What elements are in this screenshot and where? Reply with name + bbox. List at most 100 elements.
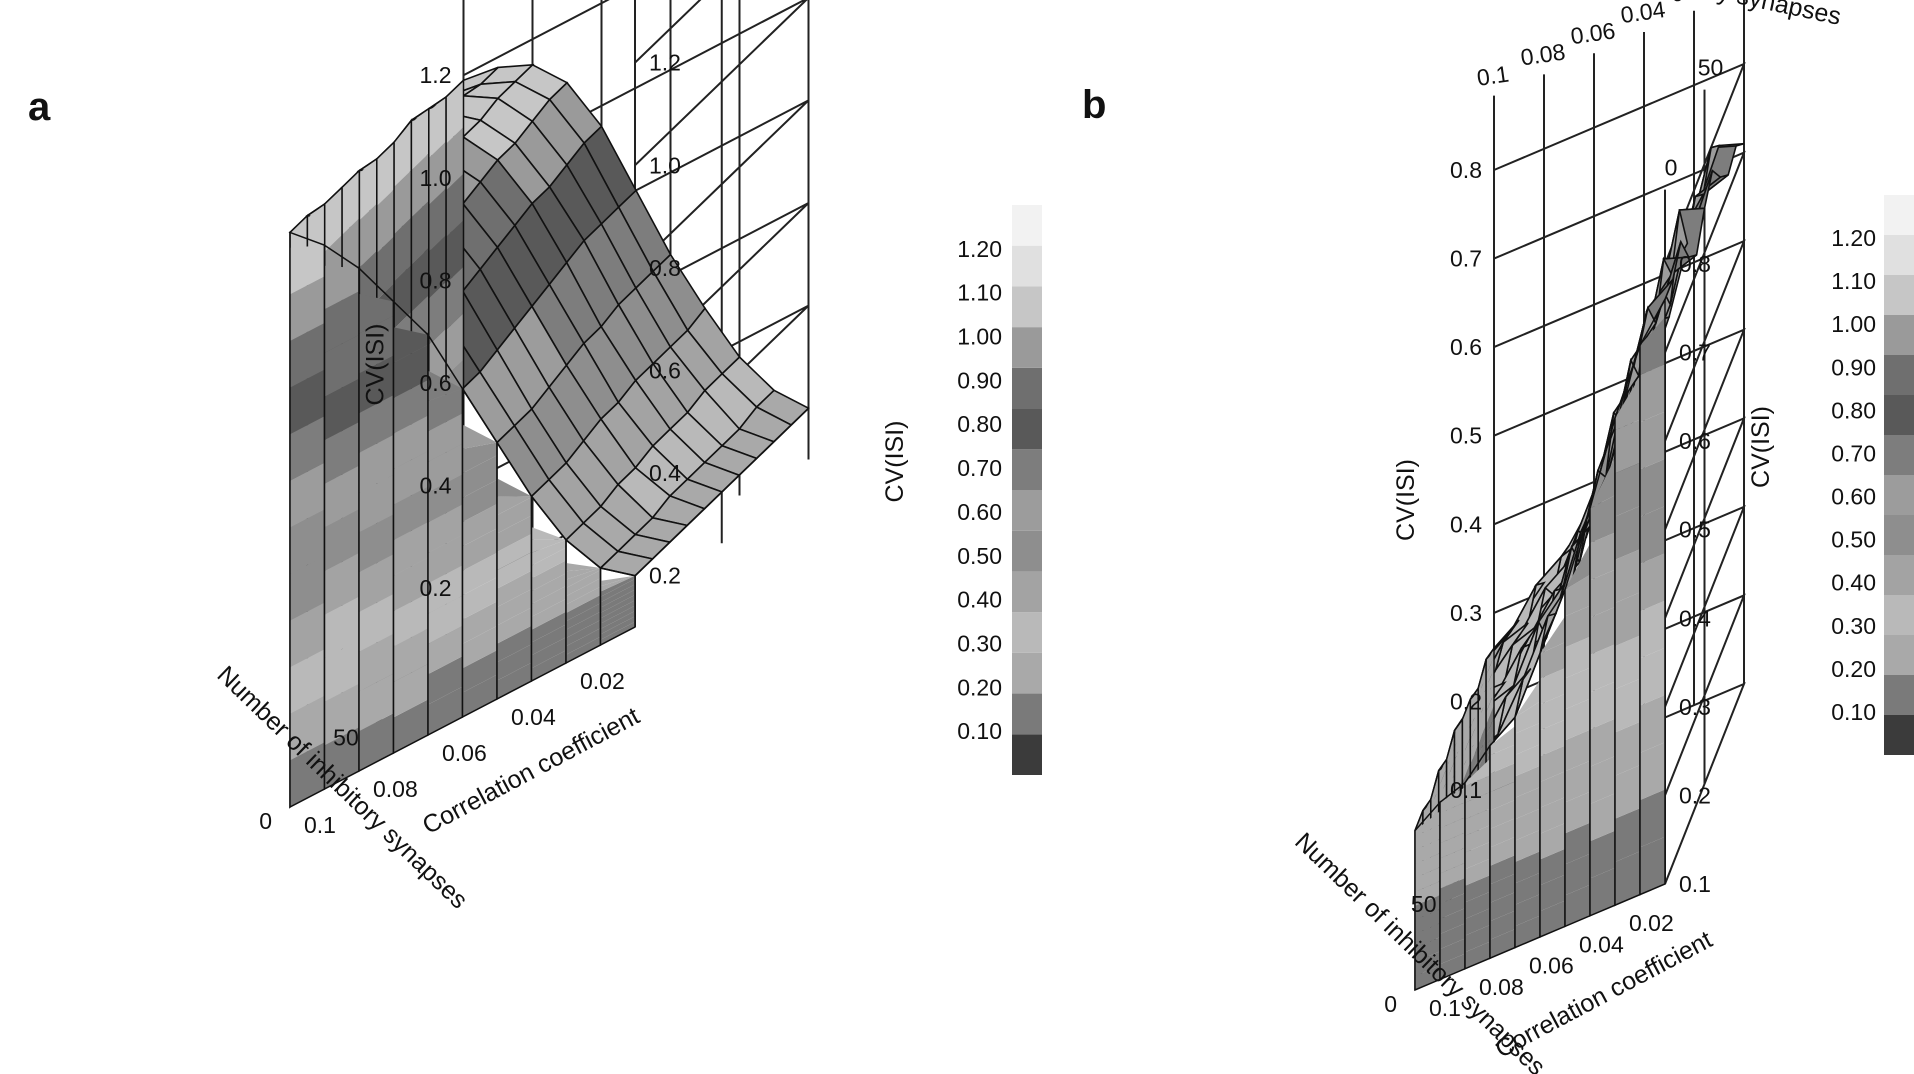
z-tick-label: 0.2	[420, 575, 452, 601]
face-band	[1640, 364, 1665, 423]
face-band	[324, 465, 359, 528]
face-band	[1440, 862, 1465, 889]
face-band	[393, 699, 428, 753]
face-band	[531, 624, 566, 656]
face-band	[1415, 937, 1440, 962]
face-band	[531, 650, 566, 681]
face-band	[393, 593, 428, 647]
face-band	[324, 553, 359, 615]
colorbar-band	[1884, 675, 1914, 715]
face-band	[1422, 799, 1431, 828]
face-band	[1440, 787, 1465, 813]
face-band	[446, 220, 464, 284]
face-band	[428, 188, 447, 252]
colorbar-band	[1884, 715, 1914, 755]
face-band	[1565, 884, 1590, 927]
face-band	[1565, 667, 1590, 710]
colorbar: 1.20 1.10 1.00 0.90 0.80 0.70 0.60 0.50 0.40 0.30…	[881, 205, 1042, 775]
face-band	[1465, 775, 1490, 803]
face-band	[1590, 718, 1615, 767]
face-band	[1478, 712, 1487, 745]
z-tick-label-right: 1.0	[649, 152, 681, 178]
face-band	[428, 534, 463, 584]
y-tick-label: 0.1	[1429, 995, 1461, 1021]
face-band	[446, 266, 464, 330]
colorbar-tick-label: 1.20	[1831, 225, 1876, 251]
face-band	[531, 539, 566, 553]
face-band	[1440, 832, 1465, 859]
colorbar-tick-label: 0.50	[1831, 527, 1876, 553]
face-band	[462, 479, 497, 522]
face-band	[1446, 747, 1455, 781]
face-band	[1640, 647, 1665, 706]
face-band	[394, 122, 412, 187]
face-band	[1438, 759, 1447, 788]
face-band	[411, 200, 429, 265]
face-band	[462, 442, 497, 474]
face-band	[359, 474, 394, 533]
face-band	[393, 344, 428, 399]
face-band	[324, 334, 359, 397]
face-band	[1415, 881, 1440, 906]
face-band	[531, 539, 566, 566]
face-band	[1415, 923, 1440, 948]
colorbar-tick-label: 0.40	[1831, 570, 1876, 596]
colorbar-band	[1012, 286, 1042, 328]
face-band	[428, 141, 447, 205]
face-band	[462, 577, 497, 620]
face-band	[1515, 765, 1540, 798]
face-band	[1446, 735, 1455, 768]
face-band	[462, 674, 497, 717]
face-band	[1490, 855, 1515, 885]
colorbar-tick-label: 0.30	[957, 630, 1002, 656]
face-band	[1615, 851, 1640, 906]
face-band	[324, 378, 359, 441]
face-band	[1640, 836, 1665, 895]
colorbar-tick-label: 0.60	[957, 499, 1002, 525]
face-band	[1615, 678, 1640, 733]
colorbar-tick-label: 1.10	[1831, 268, 1876, 294]
face-band	[1640, 789, 1665, 848]
colorbar-band	[1012, 652, 1042, 694]
colorbar-band	[1884, 435, 1914, 475]
face-band	[1540, 823, 1565, 860]
face-band	[1478, 663, 1487, 696]
panel-b: b 0.1 0.2 0.3 0.4 0.5 0.6 0.7 0.8 0.1 0.2 0.3 0.4 0.5…	[1082, 0, 1914, 1074]
face-band	[497, 589, 532, 626]
z-tick-label-right: 0.2	[649, 563, 681, 589]
face-band	[1590, 607, 1615, 655]
face-band	[1615, 721, 1640, 776]
face-band	[359, 355, 394, 414]
face-band	[1415, 909, 1440, 934]
colorbar-tick-label: 0.60	[1831, 484, 1876, 510]
face-band	[600, 575, 635, 587]
face-band	[446, 80, 464, 144]
z-tick-label-right: 0.1	[1679, 871, 1711, 897]
face-band	[1462, 712, 1471, 745]
face-band	[1565, 853, 1590, 896]
face-cell	[599, 567, 636, 647]
face-band	[411, 247, 429, 312]
face-band	[393, 451, 428, 505]
face-band	[359, 514, 394, 573]
face-band	[393, 664, 428, 718]
face-band	[1540, 848, 1565, 886]
face-band	[566, 636, 601, 663]
z-tick-label-right: 0.4	[1679, 605, 1711, 631]
z-tick-label-right: 0.4	[649, 460, 681, 486]
x-tick-label: 50	[333, 724, 359, 750]
y-tick-label-back: 0.1	[1475, 61, 1510, 91]
colorbar-tick-label: 1.20	[957, 236, 1002, 262]
face-band	[1462, 699, 1471, 732]
face-band	[1615, 506, 1640, 560]
face-band	[1490, 726, 1515, 756]
colorbar-tick-label: 1.00	[1831, 311, 1876, 337]
face-band	[566, 563, 601, 572]
face-band	[1540, 668, 1565, 705]
face-band	[1565, 791, 1590, 834]
face-band	[376, 142, 395, 206]
panel-letter: b	[1082, 83, 1106, 127]
face-band	[1486, 680, 1494, 713]
face-band	[1515, 723, 1540, 755]
